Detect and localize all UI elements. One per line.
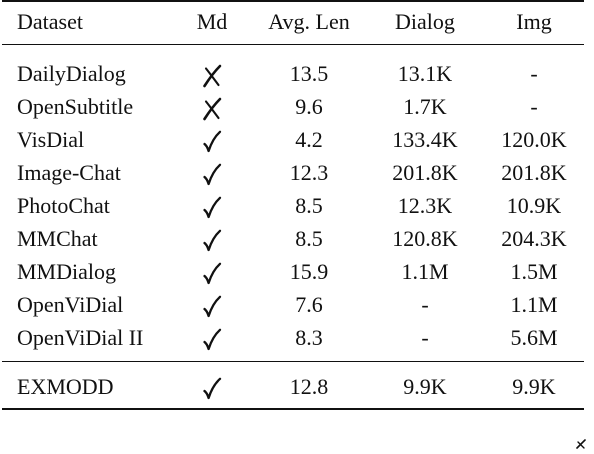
dialog-value: 120.8K (392, 226, 458, 251)
header-img: Img (516, 9, 552, 34)
avg-len-value: 15.9 (289, 259, 329, 284)
check-mark-icon (202, 328, 222, 352)
table-row: OpenViDial 7.6 - 1.1M (0, 288, 594, 321)
img-value: 1.1M (510, 292, 558, 317)
dataset-name: OpenViDial (17, 292, 124, 317)
dataset-name: MMChat (17, 226, 98, 251)
dialog-value: - (421, 292, 429, 317)
table-bottom-rule (2, 408, 584, 410)
avg-len-value: 4.2 (295, 127, 323, 152)
img-value: 1.5M (510, 259, 558, 284)
img-value: 10.9K (506, 193, 562, 218)
avg-len-value: 13.5 (289, 61, 329, 86)
dataset-name: DailyDialog (17, 61, 126, 86)
avg-len-value: 8.5 (295, 226, 323, 251)
header-dataset: Dataset (17, 9, 83, 34)
table-header-rule (2, 44, 584, 45)
avg-len-value: 12.8 (289, 374, 329, 399)
avg-len-value: 9.6 (295, 94, 323, 119)
dataset-name: PhotoChat (17, 193, 110, 218)
avg-len-value: 7.6 (295, 292, 323, 317)
dataset-name: OpenViDial II (17, 325, 144, 350)
table-row: DailyDialog 13.5 13.1K - (0, 57, 594, 90)
table-row: Image-Chat 12.3 201.8K 201.8K (0, 156, 594, 189)
table-row: OpenViDial II 8.3 - 5.6M (0, 321, 594, 354)
md-cell (190, 288, 234, 321)
dataset-name: EXMODD (17, 374, 114, 399)
avg-len-value: 8.3 (295, 325, 323, 350)
table-row: MMDialog 15.9 1.1M 1.5M (0, 255, 594, 288)
md-cell (190, 255, 234, 288)
table-top-rule (2, 0, 584, 2)
check-mark-icon (202, 130, 222, 154)
cross-mark-icon (574, 436, 588, 449)
dialog-value: 1.1M (401, 259, 449, 284)
header-dialog: Dialog (395, 9, 455, 34)
check-mark-icon (202, 262, 222, 286)
dataset-name: MMDialog (17, 259, 116, 284)
table-header-row: Dataset Md Avg. Len Dialog Img (0, 5, 594, 38)
check-mark-icon (202, 196, 222, 220)
md-cell (190, 321, 234, 354)
md-cell (190, 123, 234, 156)
avg-len-value: 8.5 (295, 193, 323, 218)
table-summary-rule (2, 361, 584, 362)
dialog-value: - (421, 325, 429, 350)
dialog-value: 9.9K (403, 374, 447, 399)
header-md: Md (196, 9, 228, 34)
img-value: 201.8K (501, 160, 567, 185)
md-cell (190, 189, 234, 222)
dataset-name: Image-Chat (17, 160, 121, 185)
img-value: 204.3K (501, 226, 567, 251)
img-value: 5.6M (510, 325, 558, 350)
dialog-value: 1.7K (403, 94, 447, 119)
md-cell (190, 57, 234, 90)
table-row: PhotoChat 8.5 12.3K 10.9K (0, 189, 594, 222)
md-cell (190, 90, 234, 123)
avg-len-value: 12.3 (289, 160, 329, 185)
check-mark-icon (202, 295, 222, 319)
md-cell (190, 370, 234, 403)
dataset-name: VisDial (17, 127, 85, 152)
md-cell (190, 156, 234, 189)
check-mark-icon (202, 163, 222, 187)
header-avg-len: Avg. Len (268, 9, 350, 34)
dialog-value: 133.4K (392, 127, 458, 152)
dataset-name: OpenSubtitle (17, 94, 134, 119)
md-cell (190, 222, 234, 255)
check-mark-icon (202, 229, 222, 253)
check-mark-icon (202, 377, 222, 401)
cross-mark-icon (201, 64, 223, 88)
img-value: - (530, 61, 538, 86)
table-row: OpenSubtitle 9.6 1.7K - (0, 90, 594, 123)
table-summary-row: EXMODD 12.8 9.9K 9.9K (0, 370, 594, 403)
img-value: - (530, 94, 538, 119)
img-value: 120.0K (501, 127, 567, 152)
cross-mark-icon (201, 97, 223, 121)
img-value: 9.9K (512, 374, 556, 399)
dialog-value: 13.1K (397, 61, 453, 86)
dialog-value: 12.3K (397, 193, 453, 218)
table-row: MMChat 8.5 120.8K 204.3K (0, 222, 594, 255)
dialog-value: 201.8K (392, 160, 458, 185)
table-row: VisDial 4.2 133.4K 120.0K (0, 123, 594, 156)
